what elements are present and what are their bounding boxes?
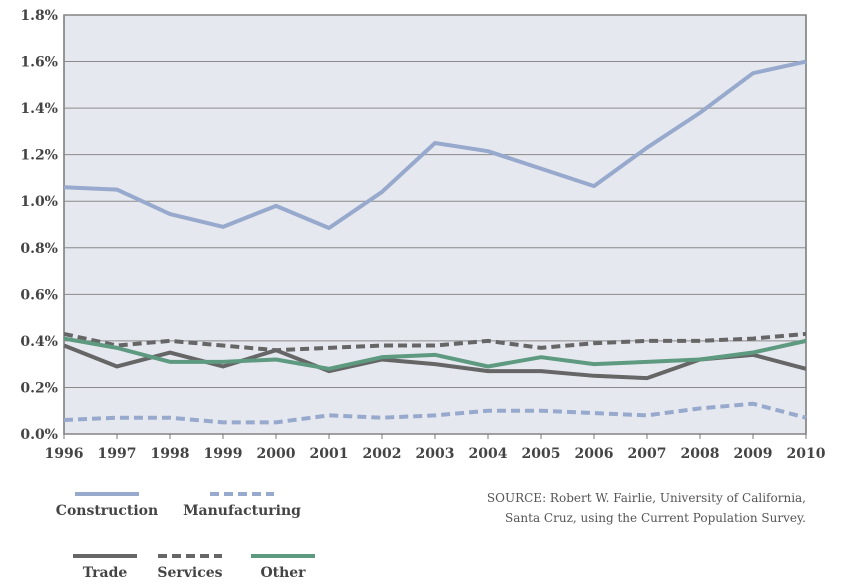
- y-tick-label: 1.4%: [20, 101, 58, 117]
- source-note: SOURCE: Robert W. Fairlie, University of…: [487, 491, 806, 505]
- x-tick-label: 2008: [681, 446, 720, 462]
- legend-label: Other: [260, 565, 306, 581]
- y-tick-label: 0.4%: [20, 334, 58, 350]
- series-line: [63, 401, 807, 425]
- x-tick-label: 2005: [522, 446, 561, 462]
- x-tick-label: 2009: [734, 446, 773, 462]
- y-tick-label: 0.8%: [20, 241, 58, 257]
- x-tick-label: 1998: [151, 446, 190, 462]
- y-tick-label: 0.6%: [20, 287, 58, 303]
- x-tick-label: 2007: [628, 446, 667, 462]
- legend-label: Trade: [83, 565, 128, 581]
- source-note: Santa Cruz, using the Current Population…: [505, 511, 806, 525]
- x-tick-label: 2010: [787, 446, 826, 462]
- y-tick-label: 1.0%: [20, 194, 58, 210]
- y-tick-label: 1.6%: [20, 55, 58, 71]
- x-tick-label: 2004: [469, 446, 508, 462]
- x-tick-label: 2006: [575, 446, 614, 462]
- y-tick-label: 1.2%: [20, 148, 58, 164]
- y-tick-label: 1.8%: [20, 8, 58, 24]
- legend-label: Construction: [56, 503, 158, 519]
- series-line: [63, 331, 807, 353]
- x-tick-label: 2001: [310, 446, 349, 462]
- y-tick-label: 0.0%: [20, 427, 58, 443]
- x-tick-label: 2002: [363, 446, 402, 462]
- x-tick-label: 1999: [204, 446, 243, 462]
- legend-label: Manufacturing: [183, 503, 301, 519]
- y-tick-label: 0.2%: [20, 380, 58, 396]
- x-tick-label: 1997: [98, 446, 137, 462]
- series-line: [63, 336, 807, 371]
- series-line: [63, 343, 807, 381]
- x-tick-label: 2003: [416, 446, 455, 462]
- plot-area: [63, 14, 807, 435]
- x-tick-label: 1996: [45, 446, 84, 462]
- legend-label: Services: [157, 565, 222, 581]
- x-tick-label: 2000: [257, 446, 296, 462]
- series-line: [63, 59, 807, 230]
